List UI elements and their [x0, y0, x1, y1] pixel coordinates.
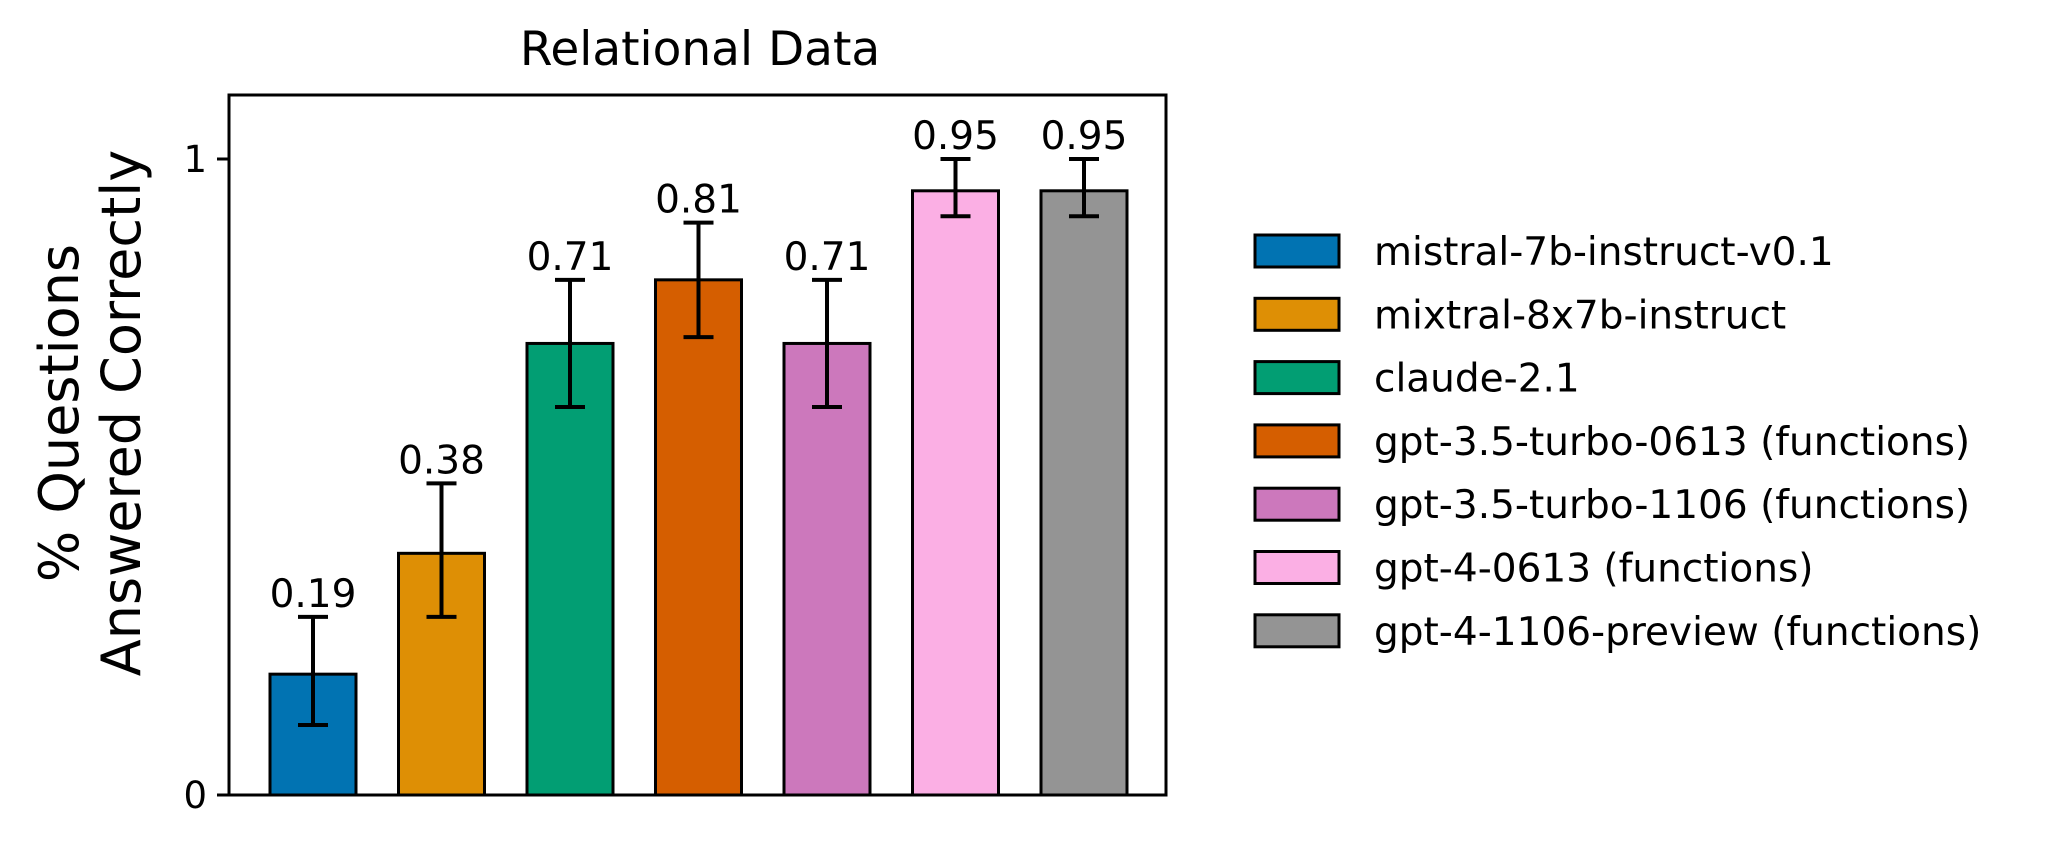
legend-label: gpt-4-1106-preview (functions) — [1374, 610, 1981, 655]
data-label-1: 0.19 — [270, 572, 357, 617]
legend-swatch — [1253, 550, 1341, 585]
bar-4 — [654, 278, 743, 797]
legend-swatch — [1253, 233, 1341, 269]
legend-swatch — [1253, 423, 1341, 459]
legend-item-7: gpt-4-1106-preview (functions) — [1253, 610, 1981, 655]
y-axis-ticks: 01 — [183, 138, 229, 817]
chart-title: Relational Data — [520, 22, 880, 77]
legend-label: gpt-4-0613 (functions) — [1374, 547, 1813, 592]
data-label-4: 0.81 — [655, 178, 742, 223]
legend-item-6: gpt-4-0613 (functions) — [1253, 547, 1813, 592]
legend-swatch — [1253, 360, 1341, 396]
legend-label: mistral-7b-instruct-v0.1 — [1374, 230, 1834, 275]
bar-7 — [1039, 189, 1129, 797]
legend-swatch — [1253, 486, 1341, 522]
data-labels-group: 0.19 0.38 0.71 0.81 0.71 0.95 0.95 — [270, 114, 1128, 617]
data-label-7: 0.95 — [1041, 114, 1128, 159]
legend-label: gpt-3.5-turbo-1106 (functions) — [1374, 483, 1970, 528]
legend: mistral-7b-instruct-v0.1 mixtral-8x7b-ins… — [1253, 230, 1981, 655]
legend-item-4: gpt-3.5-turbo-0613 (functions) — [1253, 420, 1970, 465]
error-bar-7 — [1069, 157, 1099, 219]
data-label-2: 0.38 — [398, 438, 485, 483]
data-label-5: 0.71 — [784, 235, 871, 280]
y-tick-label-1: 1 — [183, 138, 207, 181]
data-label-3: 0.71 — [527, 235, 614, 280]
bars-group — [268, 189, 1129, 797]
legend-label: mixtral-8x7b-instruct — [1374, 293, 1786, 338]
legend-swatch — [1253, 613, 1341, 649]
legend-label: claude-2.1 — [1374, 357, 1580, 402]
legend-label: gpt-3.5-turbo-0613 (functions) — [1374, 420, 1970, 465]
error-bar-3 — [555, 277, 585, 410]
y-axis-label-line-1: % Questions — [28, 244, 91, 582]
error-bar-6 — [940, 157, 971, 219]
error-bar-2 — [426, 481, 457, 619]
y-tick-label-0: 0 — [183, 774, 207, 817]
y-axis-label-line-2: Answered Correctly — [90, 150, 153, 676]
error-bar-5 — [812, 277, 842, 410]
bar-6 — [911, 189, 1000, 797]
bar-5 — [782, 341, 872, 797]
legend-item-3: claude-2.1 — [1253, 357, 1580, 402]
bar-3 — [525, 341, 615, 797]
legend-item-1: mistral-7b-instruct-v0.1 — [1253, 230, 1834, 275]
plot-area-frame — [227, 93, 1168, 797]
legend-swatch — [1253, 296, 1341, 332]
legend-item-2: mixtral-8x7b-instruct — [1253, 293, 1786, 338]
error-bar-4 — [683, 220, 714, 340]
error-bars-group — [298, 157, 1099, 728]
legend-item-5: gpt-3.5-turbo-1106 (functions) — [1253, 483, 1970, 528]
data-label-6: 0.95 — [912, 114, 999, 159]
error-bar-1 — [298, 614, 328, 728]
